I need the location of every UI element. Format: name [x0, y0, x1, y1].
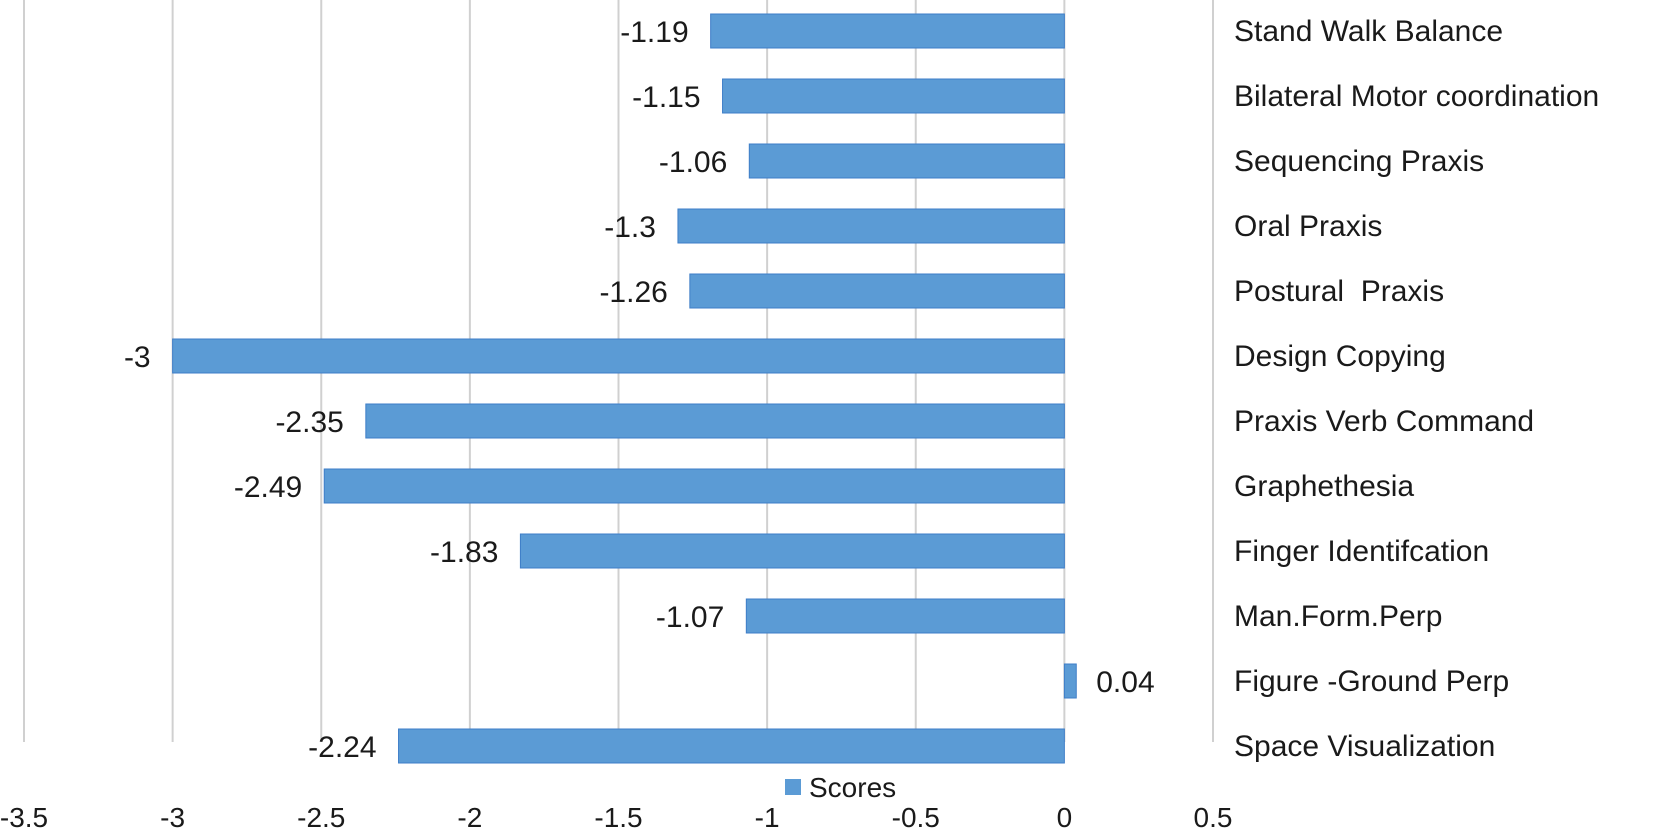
category-label: Finger Identifcation	[1234, 535, 1489, 568]
bar	[748, 143, 1065, 179]
category-label: Sequencing Praxis	[1234, 145, 1484, 178]
category-label: Stand Walk Balance	[1234, 15, 1503, 48]
bar	[745, 598, 1065, 634]
bar	[677, 208, 1065, 244]
bar	[398, 728, 1065, 764]
category-label: Praxis Verb Command	[1234, 405, 1534, 438]
x-tick-label: 0	[1057, 802, 1073, 833]
x-tick-label: -2.5	[297, 802, 345, 833]
x-tick-label: -1.5	[594, 802, 642, 833]
data-label: -1.26	[599, 276, 667, 309]
bar	[722, 78, 1065, 114]
bar	[323, 468, 1065, 504]
x-axis-tick-labels: -3.5 -3 -2.5 -2 -1.5 -1 -0.5 0 0.5	[0, 802, 1232, 833]
category-label: Space Visualization	[1234, 730, 1495, 763]
x-tick-label: -1	[755, 802, 780, 833]
x-tick-label: 0.5	[1194, 802, 1233, 833]
bar	[519, 533, 1065, 569]
bar	[689, 273, 1065, 309]
category-label: Design Copying	[1234, 340, 1446, 373]
category-label: Figure -Ground Perp	[1234, 665, 1509, 698]
data-label: -2.35	[275, 406, 343, 439]
x-tick-label: -2	[457, 802, 482, 833]
category-label: Oral Praxis	[1234, 210, 1382, 243]
category-label: Graphethesia	[1234, 470, 1414, 503]
data-label: -1.15	[632, 81, 700, 114]
data-labels: -1.19 -1.15 -1.06-1.3 -1.26 -3 -2.35 -2.49 -1.8…	[124, 16, 1155, 764]
legend: Scores	[785, 772, 896, 803]
bar	[172, 338, 1065, 374]
category-label: Postural Praxis	[1234, 275, 1444, 308]
bar	[365, 403, 1065, 439]
x-tick-label: -3	[160, 802, 185, 833]
category-label: Man.Form.Perp	[1234, 600, 1442, 633]
legend-label-scores: Scores	[809, 772, 896, 803]
data-label: -1.19	[620, 16, 688, 49]
x-tick-label: -0.5	[892, 802, 940, 833]
data-label: -1.83	[430, 536, 498, 569]
bars	[172, 13, 1077, 764]
data-label: -3	[124, 341, 151, 374]
bar	[710, 13, 1065, 49]
bar	[1063, 663, 1077, 699]
data-label: -2.24	[308, 731, 376, 764]
category-label: Bilateral Motor coordination	[1234, 80, 1599, 113]
data-label: -1.07	[656, 601, 724, 634]
data-label: -1.3	[604, 211, 656, 244]
data-label: 0.04	[1096, 666, 1154, 699]
category-labels: Stand Walk Balance Bilateral Motor coordi…	[1234, 15, 1599, 763]
x-tick-label: -3.5	[0, 802, 48, 833]
legend-swatch-scores	[785, 779, 801, 795]
data-label: -2.49	[234, 471, 302, 504]
data-label: -1.06	[659, 146, 727, 179]
